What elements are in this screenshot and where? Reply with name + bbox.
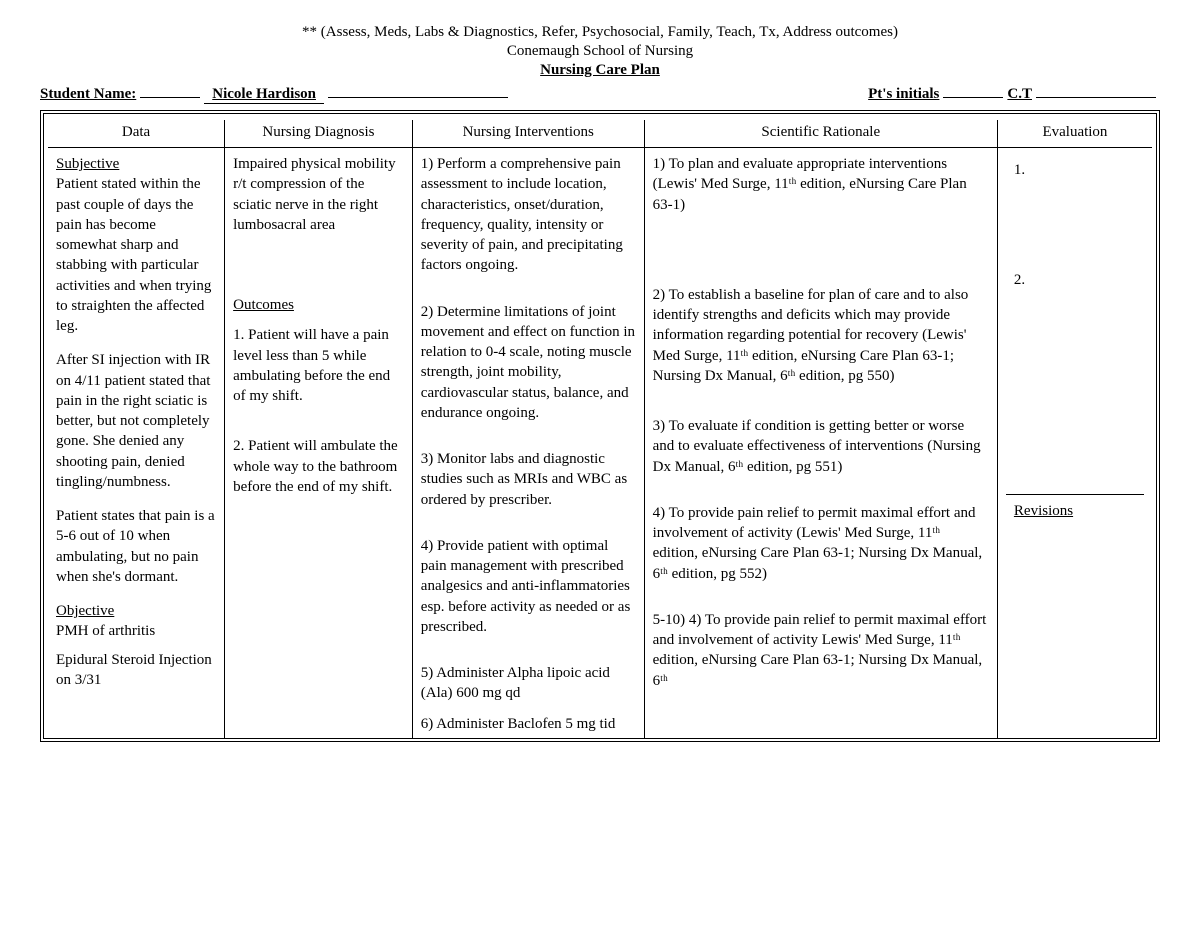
- objective-heading: Objective: [56, 601, 216, 621]
- care-plan-table-frame: Data Nursing Diagnosis Nursing Intervent…: [40, 110, 1160, 742]
- blank-line: [328, 83, 508, 98]
- pt-initials-value: C.T: [1007, 86, 1032, 103]
- intervention-6: 6) Administer Baclofen 5 mg tid: [421, 714, 636, 734]
- objective-p2: Epidural Steroid Injection on 3/31: [56, 650, 216, 691]
- name-row: Student Name: Nicole Hardison Pt's initi…: [40, 83, 1160, 104]
- rationale-3: 3) To evaluate if condition is getting b…: [653, 416, 989, 477]
- blank-line: [943, 83, 1003, 98]
- subjective-p3: Patient states that pain is a 5-6 out of…: [56, 506, 216, 587]
- objective-p1: PMH of arthritis: [56, 621, 216, 641]
- eval-1: 1.: [1014, 160, 1136, 180]
- intervention-5: 5) Administer Alpha lipoic acid (Ala) 60…: [421, 663, 636, 704]
- outcome-1: 1. Patient will have a pain level less t…: [233, 325, 404, 406]
- subjective-p1: Patient stated within the past couple of…: [56, 174, 216, 336]
- outcome-2: 2. Patient will ambulate the whole way t…: [233, 436, 404, 497]
- cell-data: Subjective Patient stated within the pas…: [48, 148, 225, 738]
- cell-dx: Impaired physical mobility r/t compressi…: [225, 148, 413, 738]
- rationale-5: 5-10) 4) To provide pain relief to permi…: [653, 610, 989, 691]
- eval-bottom: Revisions: [1006, 495, 1144, 527]
- care-plan-table: Data Nursing Diagnosis Nursing Intervent…: [48, 120, 1152, 738]
- blank-line: [140, 83, 200, 98]
- pt-initials-label: Pt's initials: [868, 86, 939, 103]
- col-data: Data: [48, 120, 225, 148]
- eval-2: 2.: [1014, 270, 1136, 290]
- col-dx: Nursing Diagnosis: [225, 120, 413, 148]
- header-note: ** (Assess, Meds, Labs & Diagnostics, Re…: [40, 24, 1160, 41]
- eval-top: 1. 2.: [1006, 154, 1144, 494]
- outcomes-heading: Outcomes: [233, 295, 404, 315]
- intervention-3: 3) Monitor labs and diagnostic studies s…: [421, 449, 636, 510]
- school-name: Conemaugh School of Nursing: [40, 43, 1160, 60]
- col-interv: Nursing Interventions: [412, 120, 644, 148]
- student-name-label: Student Name:: [40, 86, 136, 103]
- table-header-row: Data Nursing Diagnosis Nursing Intervent…: [48, 120, 1152, 148]
- cell-interv: 1) Perform a comprehensive pain assessme…: [412, 148, 644, 738]
- blank-line: [1036, 83, 1156, 98]
- intervention-4: 4) Provide patient with optimal pain man…: [421, 536, 636, 637]
- revisions-heading: Revisions: [1014, 503, 1073, 519]
- col-eval: Evaluation: [997, 120, 1152, 148]
- nursing-dx: Impaired physical mobility r/t compressi…: [233, 154, 404, 235]
- plan-title: Nursing Care Plan: [40, 62, 1160, 79]
- subjective-heading: Subjective: [56, 154, 216, 174]
- rationale-4: 4) To provide pain relief to permit maxi…: [653, 503, 989, 584]
- col-rationale: Scientific Rationale: [644, 120, 997, 148]
- cell-eval: 1. 2. Revisions: [997, 148, 1152, 738]
- intervention-1: 1) Perform a comprehensive pain assessme…: [421, 154, 636, 276]
- subjective-p2: After SI injection with IR on 4/11 patie…: [56, 350, 216, 492]
- rationale-1: 1) To plan and evaluate appropriate inte…: [653, 154, 989, 215]
- rationale-2: 2) To establish a baseline for plan of c…: [653, 285, 989, 386]
- intervention-2: 2) Determine limitations of joint moveme…: [421, 302, 636, 424]
- student-name-value: Nicole Hardison: [204, 86, 324, 104]
- table-row: Subjective Patient stated within the pas…: [48, 148, 1152, 738]
- cell-rationale: 1) To plan and evaluate appropriate inte…: [644, 148, 997, 738]
